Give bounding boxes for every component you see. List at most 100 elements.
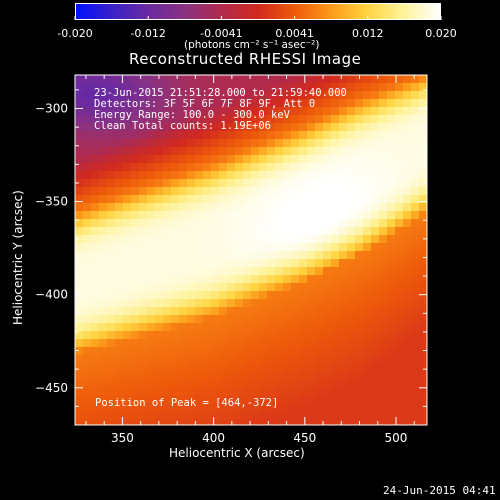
heatmap-cell xyxy=(419,363,427,372)
heatmap-cell xyxy=(243,99,252,108)
heatmap-cell xyxy=(363,411,372,420)
heatmap-cell xyxy=(243,155,252,164)
heatmap-cell xyxy=(259,299,268,308)
heatmap-cell xyxy=(363,387,372,396)
heatmap-cell xyxy=(403,91,412,100)
heatmap-cell xyxy=(75,171,84,180)
heatmap-cell xyxy=(203,331,212,340)
heatmap-cell xyxy=(419,331,427,340)
heatmap-cell xyxy=(267,131,276,140)
heatmap-cell xyxy=(347,291,356,300)
heatmap-cell xyxy=(323,91,332,100)
heatmap-cell xyxy=(179,275,188,284)
heatmap-cell xyxy=(107,227,116,236)
heatmap-cell xyxy=(243,259,252,268)
heatmap-cell xyxy=(315,243,324,252)
heatmap-cell xyxy=(227,219,236,228)
heatmap-cell xyxy=(331,347,340,356)
heatmap-cell xyxy=(395,163,404,172)
heatmap-cell xyxy=(235,75,244,84)
heatmap-cell xyxy=(83,387,92,396)
heatmap-cell xyxy=(259,227,268,236)
heatmap-cell xyxy=(195,299,204,308)
heatmap-cell xyxy=(299,219,308,228)
heatmap-cell xyxy=(267,395,276,404)
heatmap-cell xyxy=(283,211,292,220)
heatmap-cell xyxy=(267,227,276,236)
heatmap-cell xyxy=(187,147,196,156)
heatmap-cell xyxy=(211,171,220,180)
heatmap-cell xyxy=(283,291,292,300)
heatmap-cell xyxy=(227,243,236,252)
heatmap-cell xyxy=(379,251,388,260)
heatmap-cell xyxy=(171,115,180,124)
heatmap-cell xyxy=(251,291,260,300)
heatmap-cell xyxy=(307,251,316,260)
heatmap-cell xyxy=(131,107,140,116)
heatmap-cell xyxy=(403,187,412,196)
heatmap-cell xyxy=(395,123,404,132)
heatmap-cell xyxy=(291,107,300,116)
heatmap-cell xyxy=(155,339,164,348)
heatmap-cell xyxy=(291,155,300,164)
heatmap-cell xyxy=(219,307,228,316)
heatmap-cell xyxy=(75,323,84,332)
heatmap-cell xyxy=(411,107,420,116)
heatmap-cell xyxy=(339,355,348,364)
heatmap-cell xyxy=(91,267,100,276)
heatmap-cell xyxy=(139,251,148,260)
heatmap-cell xyxy=(307,187,316,196)
heatmap-cell xyxy=(91,371,100,380)
heatmap-cell xyxy=(283,83,292,92)
heatmap-cell xyxy=(171,243,180,252)
heatmap-cell xyxy=(299,107,308,116)
heatmap-cell xyxy=(387,411,396,420)
heatmap-cell xyxy=(147,403,156,412)
heatmap-cell xyxy=(339,227,348,236)
heatmap-cell xyxy=(339,99,348,108)
heatmap-cell xyxy=(163,283,172,292)
heatmap-cell xyxy=(115,187,124,196)
heatmap-cell xyxy=(307,83,316,92)
heatmap-cell xyxy=(291,123,300,132)
heatmap-cell xyxy=(411,275,420,284)
heatmap-cell xyxy=(379,395,388,404)
heatmap-cell xyxy=(235,371,244,380)
heatmap-cell xyxy=(331,187,340,196)
heatmap-cell xyxy=(91,275,100,284)
heatmap-cell xyxy=(355,259,364,268)
heatmap-cell xyxy=(283,115,292,124)
heatmap-cell xyxy=(419,211,427,220)
heatmap-cell xyxy=(187,131,196,140)
heatmap-cell xyxy=(387,187,396,196)
heatmap-cell xyxy=(219,315,228,324)
heatmap-cell xyxy=(235,403,244,412)
heatmap-cell xyxy=(211,331,220,340)
heatmap-cell xyxy=(83,227,92,236)
heatmap-cell xyxy=(179,123,188,132)
heatmap-cell xyxy=(387,251,396,260)
heatmap-cell xyxy=(331,195,340,204)
heatmap-cell xyxy=(347,131,356,140)
heatmap-cell xyxy=(195,243,204,252)
heatmap-cell xyxy=(315,323,324,332)
heatmap-cell xyxy=(331,99,340,108)
heatmap-cell xyxy=(339,187,348,196)
heatmap-cell xyxy=(363,315,372,324)
heatmap-cell xyxy=(259,259,268,268)
heatmap-cell xyxy=(227,275,236,284)
heatmap-cell xyxy=(115,211,124,220)
heatmap-cell xyxy=(323,347,332,356)
heatmap-cell xyxy=(267,187,276,196)
heatmap-cell xyxy=(403,179,412,188)
heatmap-cell xyxy=(147,75,156,84)
heatmap-cell xyxy=(419,219,427,228)
heatmap-cell xyxy=(75,235,84,244)
heatmap-cell xyxy=(219,403,228,412)
heatmap-cell xyxy=(251,259,260,268)
heatmap-cell xyxy=(395,267,404,276)
heatmap-cell xyxy=(187,403,196,412)
heatmap-cell xyxy=(267,171,276,180)
heatmap-cell xyxy=(115,147,124,156)
